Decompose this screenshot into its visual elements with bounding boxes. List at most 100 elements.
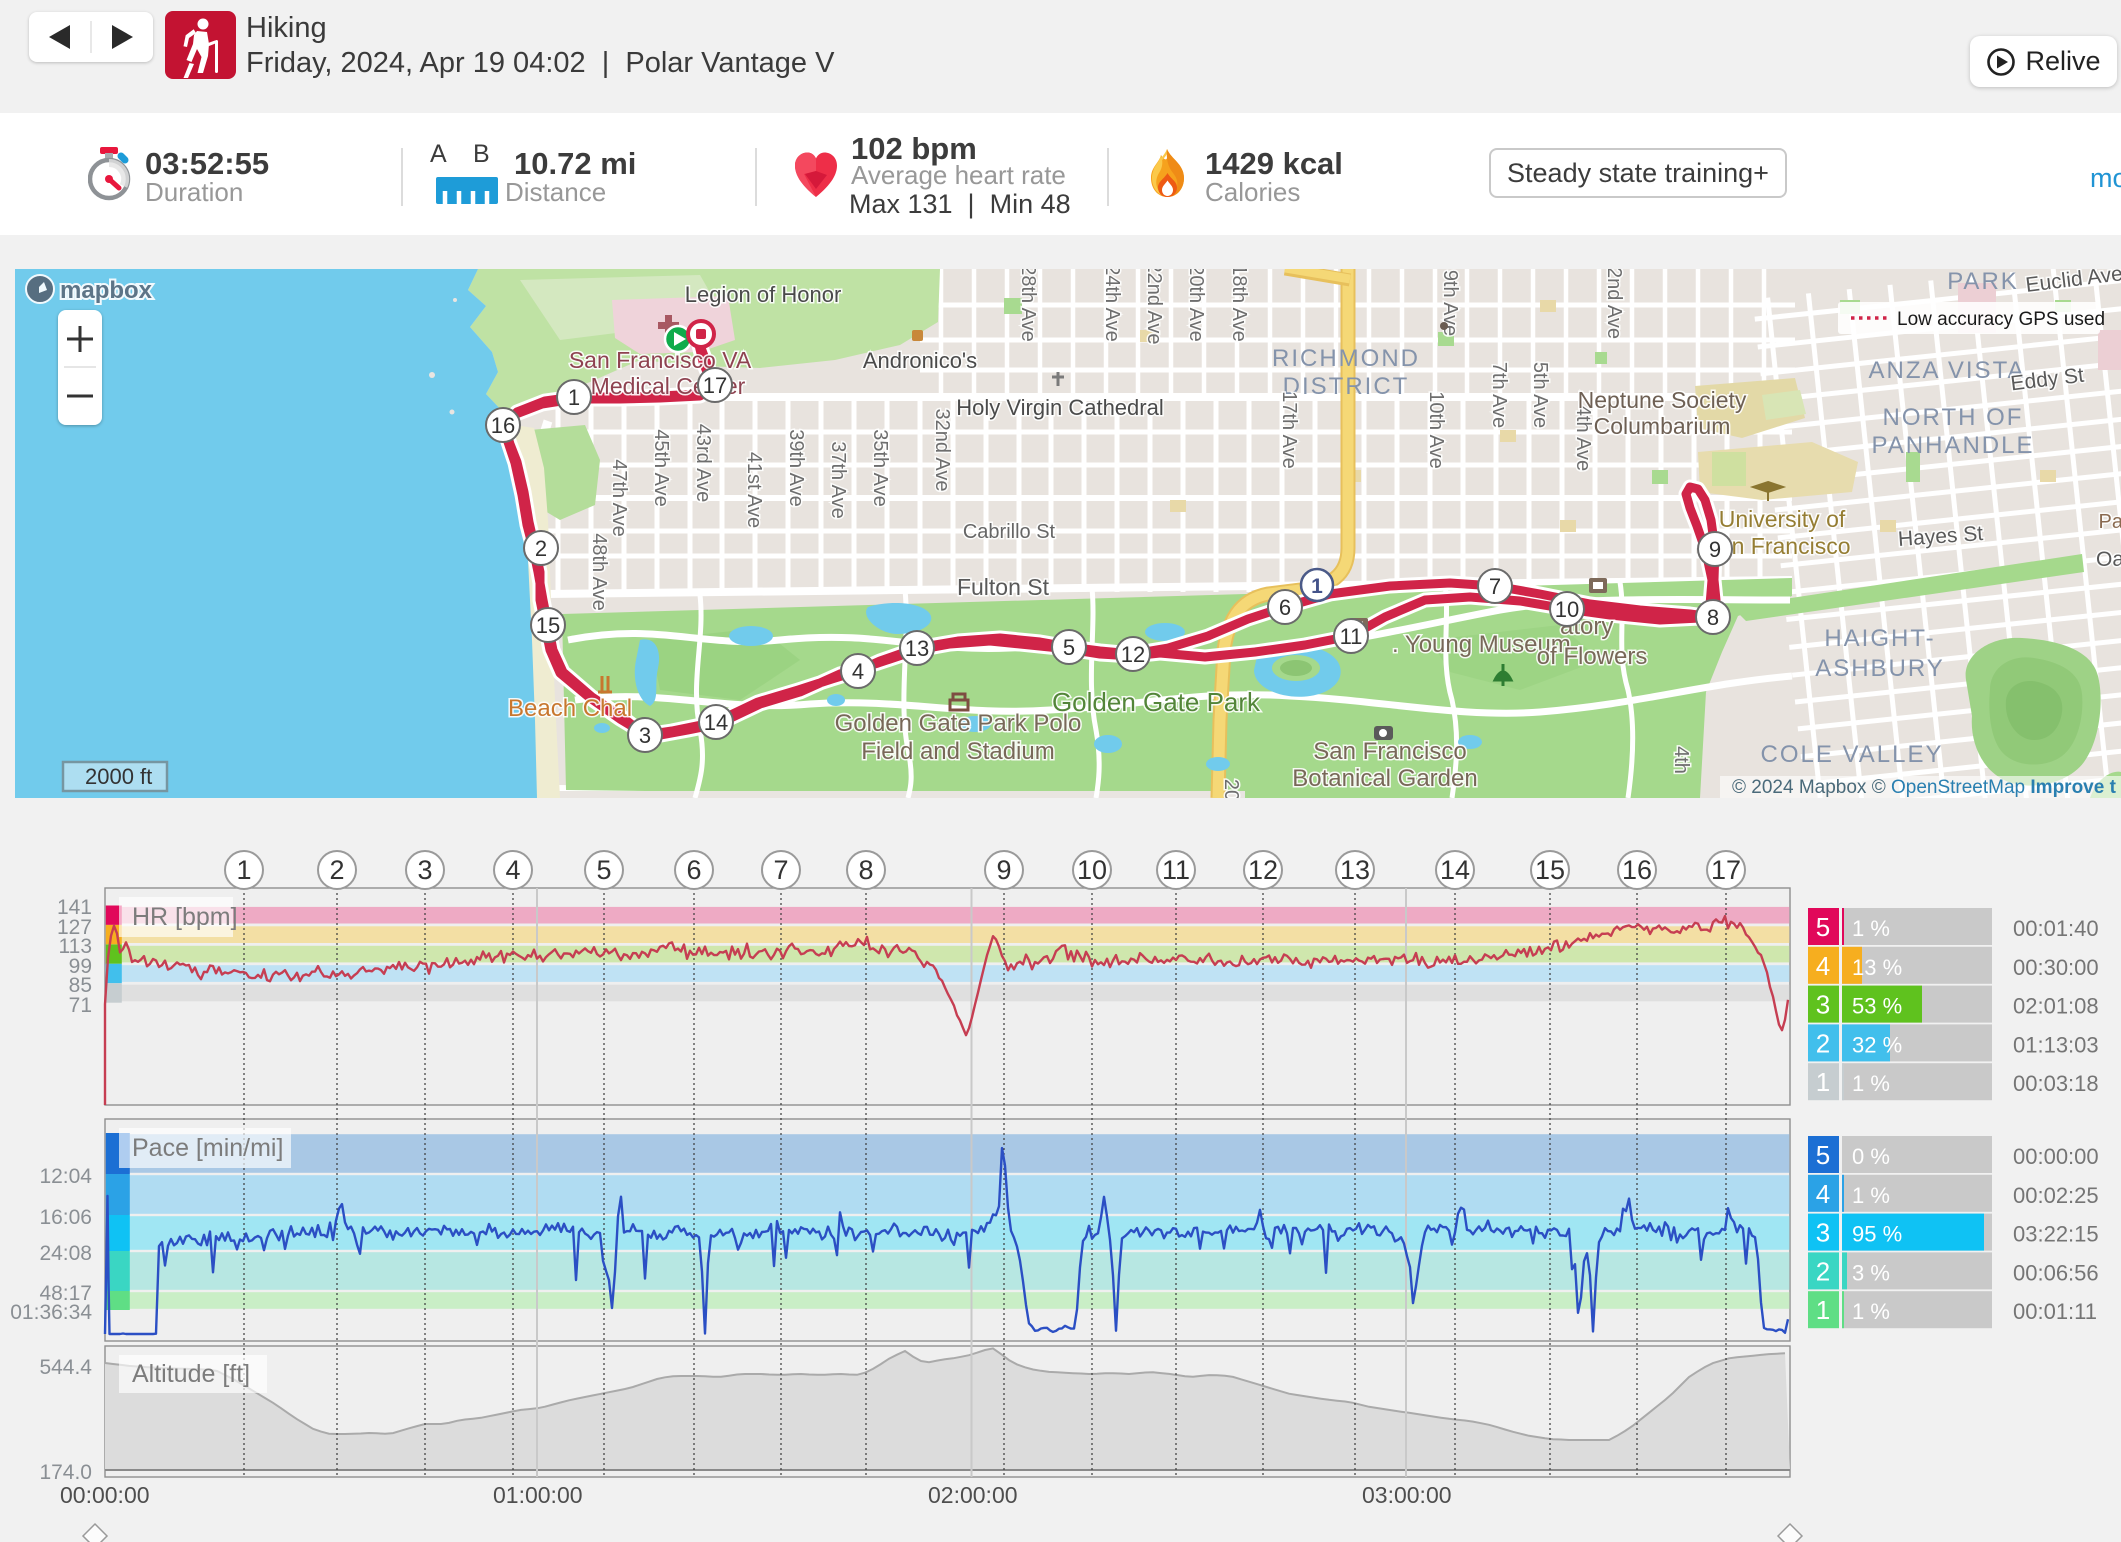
svg-text:5: 5: [1816, 912, 1830, 942]
svg-text:47th Ave: 47th Ave: [608, 459, 630, 536]
svg-text:9: 9: [1709, 537, 1721, 562]
svg-text:174.0: 174.0: [39, 1461, 92, 1484]
svg-text:45th Ave: 45th Ave: [650, 429, 672, 506]
svg-text:00:00:00: 00:00:00: [2013, 1144, 2099, 1169]
svg-text:35th Ave: 35th Ave: [869, 429, 891, 506]
svg-text:9: 9: [996, 855, 1011, 885]
svg-text:28th Ave: 28th Ave: [1017, 269, 1039, 342]
svg-text:Legion of Honor: Legion of Honor: [685, 282, 842, 307]
svg-text:Andronico's: Andronico's: [863, 348, 977, 373]
svg-text:11: 11: [1340, 624, 1363, 649]
svg-text:Neptune Society: Neptune Society: [1578, 387, 1747, 413]
svg-text:00:02:25: 00:02:25: [2013, 1183, 2099, 1208]
svg-text:San Francisco: San Francisco: [1313, 738, 1466, 765]
svg-text:16: 16: [1622, 855, 1652, 885]
svg-text:Golden Gate Park: Golden Gate Park: [1052, 687, 1261, 717]
svg-text:Golden Gate Park Polo: Golden Gate Park Polo: [835, 710, 1082, 737]
svg-text:00:30:00: 00:30:00: [2013, 955, 2099, 980]
svg-text:32nd Ave: 32nd Ave: [931, 408, 953, 491]
svg-text:48:17: 48:17: [39, 1282, 92, 1305]
svg-text:1: 1: [1816, 1295, 1830, 1325]
svg-text:San Francisco: San Francisco: [1313, 738, 1466, 765]
svg-text:12: 12: [1248, 855, 1278, 885]
svg-text:Oa: Oa: [2096, 548, 2121, 571]
svg-text:41st Ave: 41st Ave: [743, 452, 765, 528]
svg-text:HAIGHT-: HAIGHT-: [1824, 625, 1935, 652]
svg-text:University of: University of: [1719, 506, 1846, 532]
svg-text:00:03:18: 00:03:18: [2013, 1071, 2099, 1096]
svg-text:24th Ave: 24th Ave: [1101, 269, 1123, 342]
svg-text:4: 4: [1816, 951, 1830, 981]
svg-text:37th Ave: 37th Ave: [827, 441, 849, 518]
svg-text:4th Ave: 4th Ave: [1572, 405, 1594, 471]
svg-text:2: 2: [535, 536, 547, 561]
svg-text:Neptune Society: Neptune Society: [1578, 387, 1747, 413]
svg-text:Fulton St: Fulton St: [957, 574, 1050, 600]
svg-text:2: 2: [1816, 1256, 1830, 1286]
svg-text:ANZA VISTA: ANZA VISTA: [1869, 357, 2026, 384]
svg-text:02:01:08: 02:01:08: [2013, 994, 2099, 1019]
svg-text:41st Ave: 41st Ave: [743, 452, 765, 528]
svg-text:10th Ave: 10th Ave: [1425, 391, 1447, 468]
svg-text:10: 10: [1077, 855, 1107, 885]
svg-text:20th Ave: 20th Ave: [1185, 269, 1207, 342]
svg-text:Pai: Pai: [2099, 511, 2121, 533]
svg-text:48th Ave: 48th Ave: [588, 533, 610, 610]
svg-text:1 %: 1 %: [1852, 1299, 1890, 1324]
svg-text:4th Ave: 4th Ave: [1572, 405, 1594, 471]
svg-text:Holy Virgin Cathedral: Holy Virgin Cathedral: [956, 395, 1163, 420]
svg-text:5: 5: [596, 855, 611, 885]
svg-text:24th Ave: 24th Ave: [1101, 269, 1123, 342]
svg-text:85: 85: [69, 974, 92, 997]
svg-text:ASHBURY: ASHBURY: [1815, 655, 1945, 682]
svg-text:of Flowers: of Flowers: [1537, 643, 1648, 670]
svg-text:14: 14: [1440, 855, 1470, 885]
svg-text:Altitude [ft]: Altitude [ft]: [132, 1360, 250, 1388]
svg-text:15: 15: [536, 613, 560, 638]
svg-text:00:01:11: 00:01:11: [2013, 1299, 2097, 1324]
svg-text:45th Ave: 45th Ave: [650, 429, 672, 506]
svg-text:Fulton St: Fulton St: [957, 574, 1050, 600]
svg-text:1: 1: [236, 855, 251, 885]
svg-text:9th Ave: 9th Ave: [1439, 270, 1461, 336]
svg-text:32 %: 32 %: [1852, 1032, 1902, 1057]
svg-text:17: 17: [703, 373, 727, 398]
svg-text:7: 7: [1489, 574, 1501, 599]
svg-text:Golden Gate Park Polo: Golden Gate Park Polo: [835, 710, 1082, 737]
svg-text:5th Ave: 5th Ave: [1529, 362, 1551, 428]
svg-text:Columbarium: Columbarium: [1594, 413, 1731, 439]
svg-text:12:04: 12:04: [39, 1165, 92, 1188]
svg-text:6: 6: [1279, 595, 1291, 620]
svg-text:2: 2: [329, 855, 344, 885]
svg-text:4: 4: [1816, 1179, 1830, 1209]
svg-text:. Young Museum: . Young Museum: [1392, 631, 1571, 658]
svg-text:20: 20: [1220, 779, 1242, 798]
svg-text:71: 71: [69, 994, 92, 1017]
svg-text:113: 113: [59, 935, 92, 958]
svg-text:22nd Ave: 22nd Ave: [1143, 269, 1165, 345]
svg-text:14: 14: [704, 710, 728, 735]
svg-text:18th Ave: 18th Ave: [1228, 269, 1250, 342]
svg-text:PANHANDLE: PANHANDLE: [1872, 432, 2035, 459]
svg-text:5th Ave: 5th Ave: [1529, 362, 1551, 428]
svg-text:13 %: 13 %: [1852, 955, 1902, 980]
svg-text:11: 11: [1162, 855, 1190, 885]
svg-text:Legion of Honor: Legion of Honor: [685, 282, 842, 307]
svg-text:Beach Chal: Beach Chal: [508, 695, 632, 722]
svg-text:3: 3: [1816, 1218, 1830, 1248]
svg-text:5: 5: [1816, 1140, 1830, 1170]
svg-text:Oa: Oa: [2096, 548, 2121, 571]
svg-text:13: 13: [1340, 855, 1370, 885]
svg-text:12: 12: [1121, 642, 1145, 667]
svg-text:53 %: 53 %: [1852, 994, 1902, 1019]
svg-text:Field and Stadium: Field and Stadium: [861, 738, 1054, 765]
svg-text:Andronico's: Andronico's: [863, 348, 977, 373]
svg-text:2nd Ave: 2nd Ave: [1603, 269, 1625, 339]
svg-text:RICHMOND: RICHMOND: [1272, 345, 1420, 372]
svg-text:2nd Ave: 2nd Ave: [1603, 269, 1625, 339]
svg-text:8: 8: [1707, 605, 1719, 630]
svg-text:99: 99: [69, 955, 92, 978]
svg-text:1: 1: [568, 385, 580, 410]
svg-text:Botanical Garden: Botanical Garden: [1292, 765, 1477, 792]
svg-text:16: 16: [491, 413, 515, 438]
